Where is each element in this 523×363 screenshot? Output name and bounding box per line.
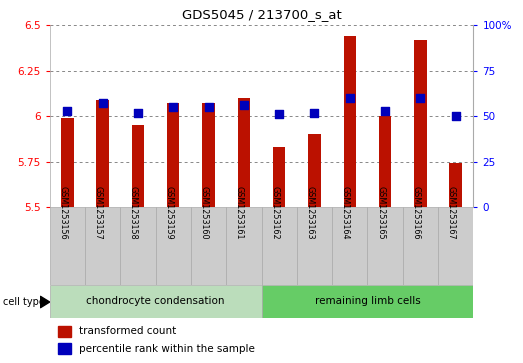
Bar (58, 343, 71, 354)
Bar (156, 207, 191, 285)
Bar (226, 207, 262, 285)
Text: GSM1253158: GSM1253158 (129, 186, 138, 240)
Point (240, 102, 248, 108)
Bar (58, 326, 71, 337)
Text: GSM1253159: GSM1253159 (164, 186, 173, 240)
Bar (132, 125, 144, 207)
Text: transformed count: transformed count (79, 326, 177, 337)
Point (169, 104, 177, 110)
Bar (344, 36, 356, 207)
Point (63, 108, 72, 114)
Text: GSM1253156: GSM1253156 (59, 186, 67, 240)
Text: GSM1253163: GSM1253163 (305, 187, 314, 240)
Bar (367, 207, 403, 285)
Bar (379, 116, 391, 207)
Bar (50, 207, 85, 285)
Bar (308, 134, 321, 207)
Point (275, 111, 283, 117)
Bar (85, 207, 120, 285)
Bar (297, 207, 332, 285)
Point (451, 113, 460, 119)
Text: GSM1253165: GSM1253165 (376, 186, 385, 240)
Bar (96, 100, 109, 207)
Text: GSM1253167: GSM1253167 (447, 186, 456, 240)
Point (381, 108, 389, 114)
Point (310, 110, 319, 115)
Point (134, 110, 142, 115)
Text: percentile rank within the sample: percentile rank within the sample (79, 344, 255, 354)
Polygon shape (40, 296, 50, 308)
Bar (237, 98, 250, 207)
Point (416, 95, 425, 101)
Bar (262, 207, 297, 285)
Text: cell type: cell type (3, 297, 44, 307)
Bar (202, 103, 215, 207)
Text: GSM1253164: GSM1253164 (341, 187, 350, 240)
Title: GDS5045 / 213700_s_at: GDS5045 / 213700_s_at (181, 8, 342, 21)
Bar (449, 163, 462, 207)
Bar (120, 207, 155, 285)
Bar (414, 40, 427, 207)
Text: GSM1253160: GSM1253160 (200, 187, 209, 240)
Bar (50, 285, 262, 318)
Bar (262, 285, 473, 318)
Bar (403, 207, 438, 285)
Text: chondrocyte condensation: chondrocyte condensation (86, 296, 225, 306)
Bar (191, 207, 226, 285)
Bar (332, 207, 367, 285)
Text: GSM1253162: GSM1253162 (270, 186, 279, 240)
Bar (167, 103, 179, 207)
Text: GSM1253161: GSM1253161 (235, 187, 244, 240)
Point (346, 95, 354, 101)
Text: remaining limb cells: remaining limb cells (314, 296, 420, 306)
Bar (438, 207, 473, 285)
Bar (273, 147, 286, 207)
Point (204, 104, 213, 110)
Bar (61, 118, 74, 207)
Point (98, 101, 107, 106)
Text: GSM1253157: GSM1253157 (94, 186, 103, 240)
Text: GSM1253166: GSM1253166 (412, 187, 420, 240)
